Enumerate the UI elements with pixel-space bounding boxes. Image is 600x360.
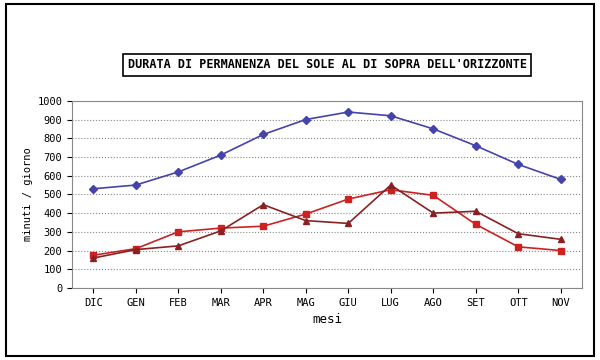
Ins 2007 (260, 203, 267, 207)
Ins 2007 (557, 237, 565, 242)
Ins 2007 (472, 209, 479, 213)
Ins/teor (472, 144, 479, 148)
Ins/teor (515, 162, 522, 167)
Line: Ins 2007: Ins 2007 (91, 182, 563, 261)
1991-2006 (132, 247, 139, 251)
Ins 2007 (132, 247, 139, 252)
1991-2006 (260, 224, 267, 228)
Line: 1991-2006: 1991-2006 (91, 187, 563, 258)
Ins/teor (89, 186, 97, 191)
Ins 2007 (175, 244, 182, 248)
Ins 2007 (89, 256, 97, 260)
Ins 2007 (217, 229, 224, 233)
Ins/teor (260, 132, 267, 137)
1991-2006 (175, 230, 182, 234)
Ins 2007 (387, 183, 394, 187)
Ins/teor (344, 110, 352, 114)
Ins/teor (175, 170, 182, 174)
Ins/teor (557, 177, 565, 181)
Ins/teor (132, 183, 139, 187)
1991-2006 (89, 253, 97, 257)
Ins/teor (302, 117, 310, 122)
1991-2006 (472, 222, 479, 226)
Ins/teor (217, 153, 224, 157)
Ins 2007 (344, 221, 352, 226)
1991-2006 (515, 245, 522, 249)
Ins/teor (387, 114, 394, 118)
1991-2006 (302, 212, 310, 216)
Line: Ins/teor: Ins/teor (91, 109, 563, 192)
1991-2006 (344, 197, 352, 201)
1991-2006 (387, 188, 394, 192)
1991-2006 (430, 193, 437, 198)
Ins/teor (430, 127, 437, 131)
Text: DURATA DI PERMANENZA DEL SOLE AL DI SOPRA DELL'ORIZZONTE: DURATA DI PERMANENZA DEL SOLE AL DI SOPR… (128, 58, 527, 71)
Y-axis label: minuti / giorno: minuti / giorno (23, 148, 33, 241)
Ins 2007 (430, 211, 437, 215)
Ins 2007 (515, 231, 522, 236)
1991-2006 (557, 248, 565, 253)
1991-2006 (217, 226, 224, 230)
Ins 2007 (302, 219, 310, 223)
X-axis label: mesi: mesi (312, 313, 342, 326)
